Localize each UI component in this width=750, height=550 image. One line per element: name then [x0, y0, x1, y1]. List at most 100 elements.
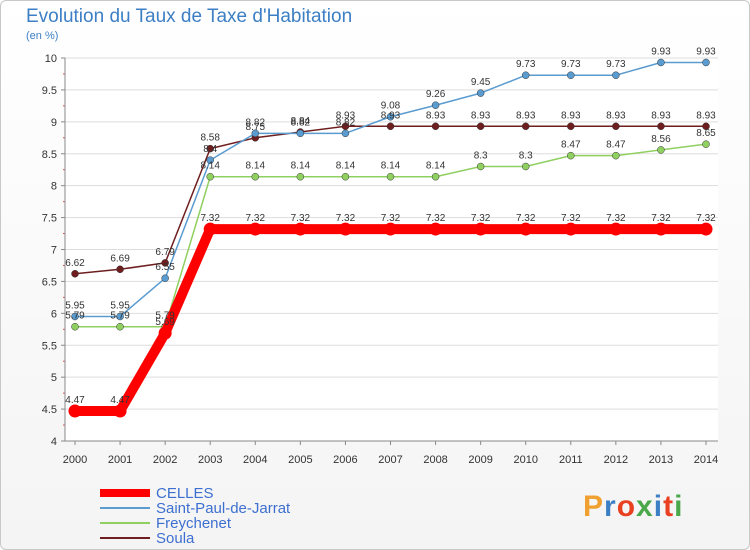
- y-tick-label: 6.5: [42, 276, 57, 288]
- data-label: 9.08: [381, 101, 401, 112]
- x-tick-label: 2001: [108, 454, 132, 466]
- y-tick-label: 4: [51, 436, 57, 448]
- x-tick-label: 2003: [198, 454, 222, 466]
- data-point: [251, 129, 260, 138]
- data-label: 8.3: [474, 151, 488, 162]
- x-tick-label: 2012: [604, 454, 628, 466]
- data-point: [386, 112, 395, 121]
- data-point: [341, 129, 350, 138]
- data-label: 6.79: [155, 247, 175, 258]
- data-point: [296, 172, 305, 181]
- data-label: 5.95: [65, 301, 85, 312]
- data-point: [71, 312, 79, 321]
- data-label: 7.32: [606, 213, 626, 224]
- data-label: 7.32: [516, 213, 536, 224]
- logo-letter: r: [604, 490, 617, 523]
- y-tick-label: 7.5: [42, 213, 57, 225]
- logo-letter: t: [663, 490, 675, 523]
- data-point: [654, 222, 668, 236]
- data-label: 7.32: [651, 213, 671, 224]
- legend-label: CELLES: [156, 485, 214, 502]
- data-point: [386, 122, 395, 131]
- data-label: 8.93: [426, 110, 446, 121]
- data-label: 5.79: [155, 311, 175, 322]
- data-label: 6.55: [155, 262, 175, 273]
- x-tick-label: 2014: [694, 454, 718, 466]
- logo-letter: i: [653, 490, 664, 523]
- y-tick-label: 5: [51, 372, 57, 384]
- data-point: [521, 122, 530, 131]
- x-tick-label: 2005: [288, 454, 312, 466]
- data-point: [476, 89, 485, 97]
- data-label: 8.82: [246, 117, 266, 128]
- data-label: 8.93: [606, 110, 626, 121]
- data-point: [341, 172, 350, 181]
- proxiti-logo: Proxiti: [583, 490, 683, 524]
- data-label: 8.14: [336, 161, 356, 172]
- y-tick-label: 7: [51, 245, 57, 257]
- data-point: [431, 122, 440, 131]
- x-tick-label: 2007: [378, 454, 402, 466]
- data-point: [657, 146, 665, 154]
- logo-letter: P: [583, 490, 605, 523]
- data-label: 4.47: [65, 395, 85, 406]
- data-label: 5.69: [155, 317, 175, 328]
- x-tick-label: 2008: [423, 454, 447, 466]
- x-tick-label: 2010: [513, 454, 537, 466]
- y-tick-label: 9: [51, 117, 57, 129]
- data-label: 8.93: [471, 110, 491, 121]
- data-label: 8.58: [200, 133, 220, 144]
- x-tick-label: 2004: [243, 454, 267, 466]
- data-label: 9.45: [471, 77, 491, 88]
- data-point: [429, 222, 443, 236]
- data-point: [612, 122, 620, 131]
- data-point: [702, 122, 710, 131]
- data-point: [431, 101, 440, 109]
- data-point: [476, 162, 485, 171]
- data-point: [116, 312, 124, 321]
- data-point: [657, 122, 665, 131]
- y-tick-label: 4.5: [42, 404, 57, 416]
- data-label: 8.56: [651, 134, 671, 145]
- data-point: [113, 404, 127, 418]
- x-tick-label: 2006: [333, 454, 357, 466]
- y-tick-label: 9.5: [42, 85, 57, 97]
- series-group: [68, 58, 713, 418]
- data-point: [567, 71, 575, 79]
- data-label: 6.69: [110, 253, 130, 264]
- data-point: [567, 122, 575, 131]
- data-label: 8.14: [200, 161, 220, 172]
- data-point: [68, 404, 82, 418]
- data-point: [206, 144, 214, 153]
- data-labels: 6.62 6.69 6.79 8.58 8.75 8.84 8.93 8.93 8.93 8.93…: [65, 46, 716, 406]
- data-label: 8.82: [291, 117, 311, 128]
- data-label: 8.14: [426, 161, 446, 172]
- data-point: [384, 222, 397, 236]
- data-point: [158, 326, 172, 340]
- data-label: 5.95: [110, 301, 130, 312]
- data-label: 8.84: [291, 116, 311, 127]
- data-label: 8.3: [519, 151, 533, 162]
- x-tick-label: 2009: [468, 454, 492, 466]
- data-point: [612, 71, 620, 79]
- data-point: [116, 265, 124, 274]
- data-label: 8.93: [336, 110, 356, 121]
- data-label: 7.32: [426, 213, 446, 224]
- y-tick-label: 5.5: [42, 340, 57, 352]
- data-point: [116, 322, 124, 331]
- data-label: 8.14: [291, 161, 311, 172]
- y-tick-label: 6: [51, 308, 57, 320]
- data-label: 8.14: [381, 161, 401, 172]
- chart-title: Evolution du Taux de Taxe d'Habitation: [26, 6, 353, 27]
- data-point: [161, 259, 169, 267]
- data-point: [702, 58, 710, 67]
- data-label: 8.47: [561, 140, 581, 151]
- data-label: 9.93: [696, 46, 716, 57]
- data-point: [657, 58, 665, 67]
- data-point: [386, 172, 395, 181]
- data-label: 7.32: [200, 213, 220, 224]
- data-label: 8.14: [246, 161, 266, 172]
- data-point: [248, 222, 262, 236]
- x-tick-label: 2011: [559, 454, 583, 466]
